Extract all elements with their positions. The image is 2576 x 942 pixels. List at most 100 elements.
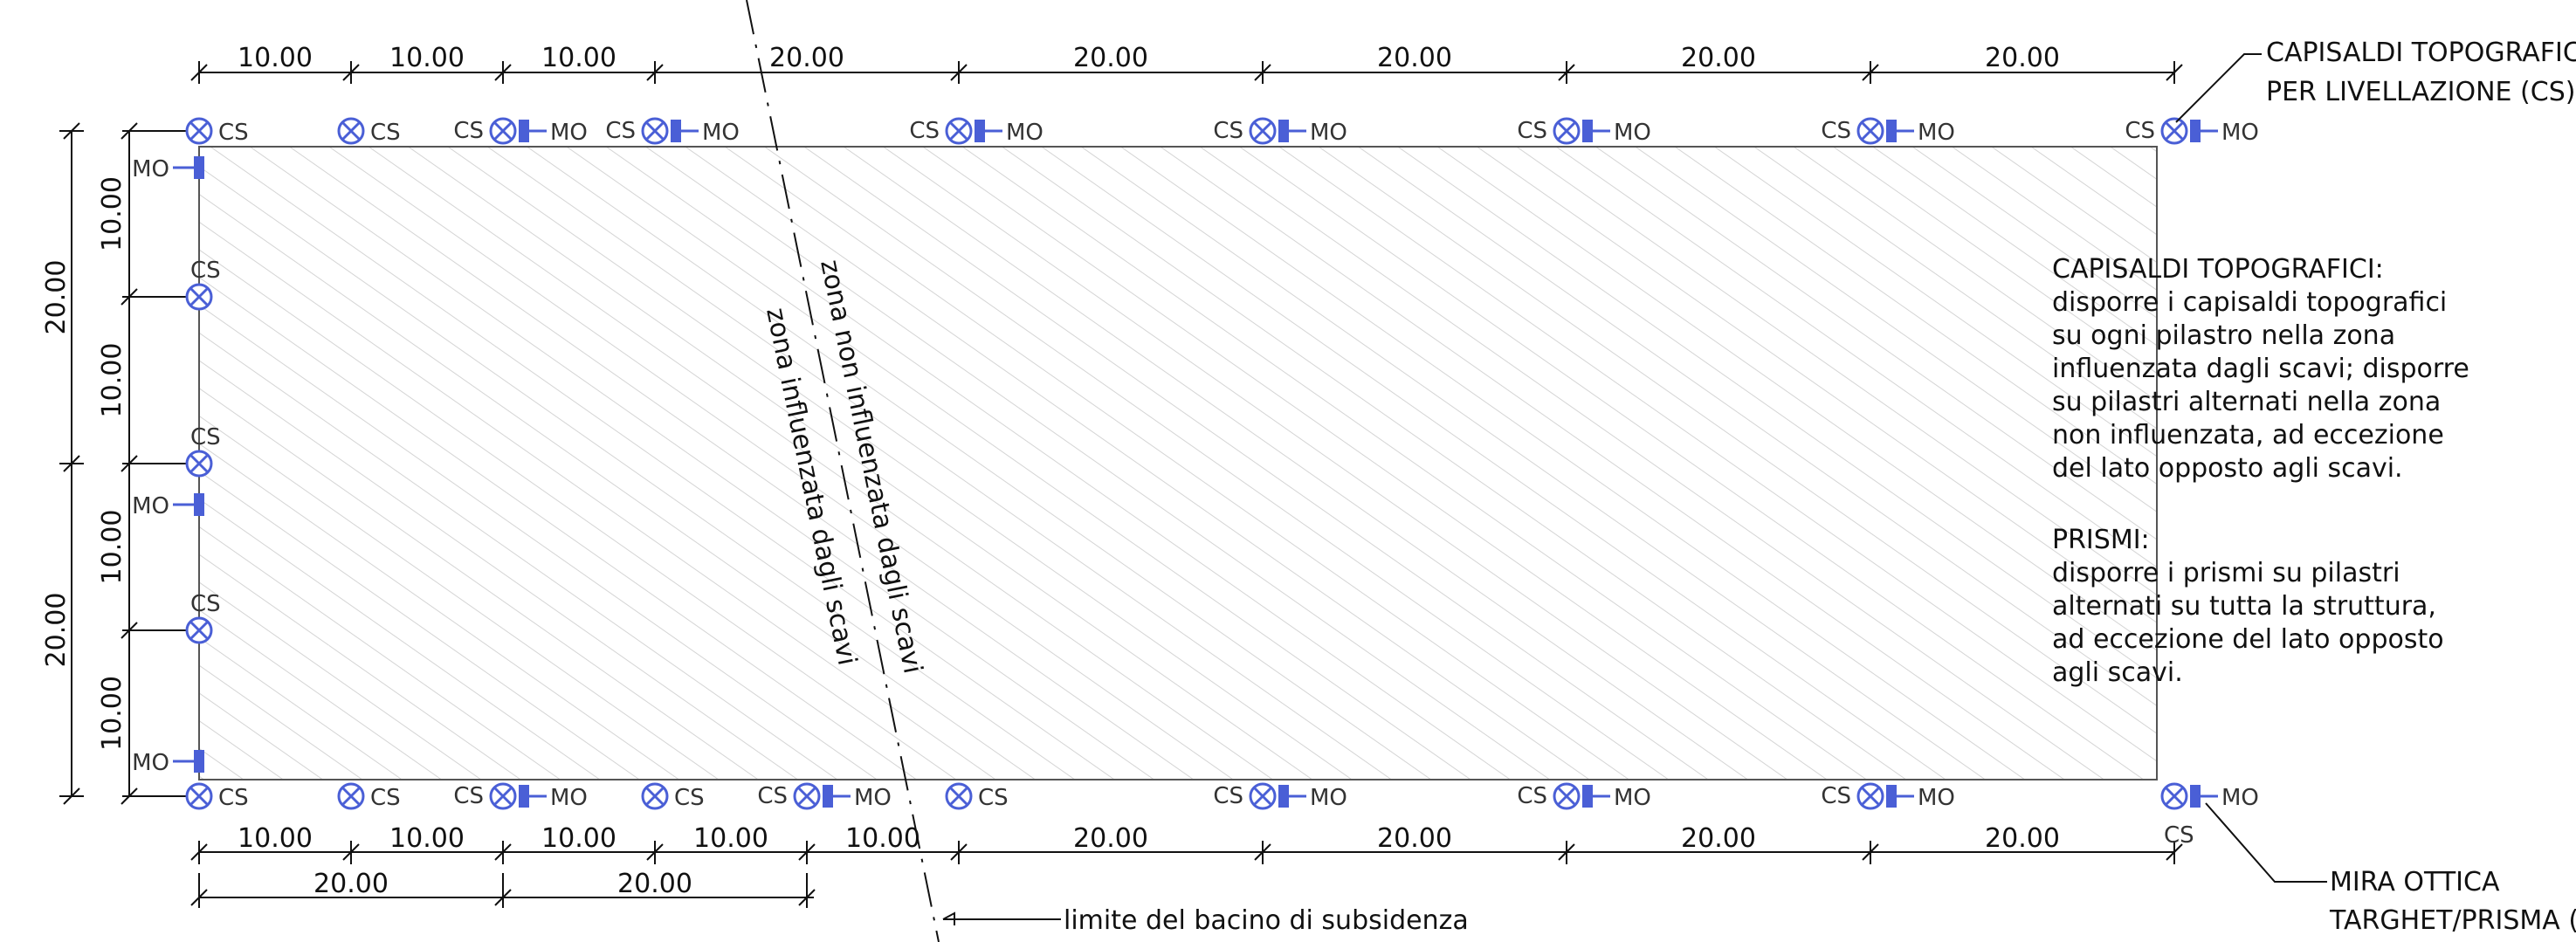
benchmark-cross — [189, 120, 210, 141]
prism-marker: MO — [1278, 785, 1347, 811]
benchmark-marker: CS — [1821, 117, 1884, 145]
prism-square — [671, 120, 681, 142]
benchmark-cross — [644, 120, 665, 141]
prism-label: MO — [2221, 785, 2259, 811]
prism-label: MO — [1614, 785, 1651, 811]
benchmark-label: CS — [1213, 783, 1243, 809]
dimension-value: 10.00 — [97, 676, 127, 751]
benchmark-marker: CS — [605, 117, 669, 145]
dimension-tick — [494, 64, 512, 81]
prism-marker: MO — [132, 750, 204, 776]
dimension-value: 20.00 — [1985, 43, 2060, 73]
benchmark-label: CS — [909, 118, 940, 144]
dimension-tick — [1558, 843, 1575, 861]
benchmark-label: CS — [674, 785, 705, 811]
benchmark-label: CS — [218, 785, 249, 811]
dimension-tick — [342, 64, 360, 81]
dimension-tick — [190, 64, 208, 81]
prism-label: MO — [702, 120, 740, 146]
dimension-value: 20.00 — [313, 869, 389, 899]
dimension-value: 20.00 — [1377, 823, 1452, 854]
dimension-tick — [2166, 843, 2183, 861]
dimension-tick — [646, 843, 664, 861]
prism-square — [1278, 785, 1289, 808]
target-callout-line1: MIRA OTTICA — [2330, 867, 2500, 897]
prism-marker: MO — [1582, 785, 1651, 811]
benchmark-marker: CS — [185, 117, 249, 146]
dimension-value: 20.00 — [1377, 43, 1452, 73]
prism-square — [2190, 785, 2201, 808]
benchmark-marker: CS — [453, 782, 517, 810]
benchmark-marker: CS — [945, 782, 1009, 811]
benchmark-marker: CS — [1517, 782, 1581, 810]
dimension-tick — [190, 889, 208, 906]
benchmark-marker: CS — [641, 782, 705, 811]
dimension-tick — [646, 64, 664, 81]
dimension-value: 10.00 — [845, 823, 920, 854]
dimension-tick — [121, 122, 138, 140]
dimension-value: 10.00 — [97, 510, 127, 585]
benchmark-marker: CS — [1517, 117, 1581, 145]
prism-marker: MO — [823, 785, 892, 811]
benchmark-label: CS — [370, 120, 401, 146]
prism-note-line: disporre i prismi su pilastri — [2052, 558, 2400, 588]
prism-square — [2190, 120, 2201, 142]
prism-square — [1278, 120, 1289, 142]
prism-square — [194, 156, 204, 179]
prism-label: MO — [1006, 120, 1043, 146]
prism-marker: MO — [1278, 120, 1347, 146]
dimension-tick — [63, 787, 80, 805]
benchmark-marker: CS — [1213, 782, 1277, 810]
prism-square — [1886, 120, 1897, 142]
benchmark-cross — [948, 786, 969, 807]
dimension-tick — [121, 622, 138, 639]
dimension-value: 20.00 — [1073, 43, 1148, 73]
dimension-value: 10.00 — [389, 43, 465, 73]
benchmark-cross — [1252, 120, 1273, 141]
prism-marker: MO — [2190, 120, 2259, 146]
benchmark-label: CS — [453, 783, 484, 809]
dimension-value: 20.00 — [617, 869, 692, 899]
benchmark-cross — [189, 620, 210, 641]
benchmark-cross — [1556, 120, 1577, 141]
dimension-tick — [190, 843, 208, 861]
benchmark-cross — [948, 120, 969, 141]
benchmark-label: CS — [1821, 783, 1851, 809]
prism-square — [1582, 785, 1593, 808]
prism-note-line: alternati su tutta la struttura, — [2052, 591, 2436, 622]
dimension-tick — [1254, 843, 1271, 861]
top-dimension-chain: 10.00 10.00 10.00 20.00 20.00 20.00 20.00 20.00 — [190, 43, 2183, 84]
dimension-value: 20.00 — [1681, 823, 1756, 854]
prism-label: MO — [1310, 785, 1347, 811]
dimension-value: 10.00 — [238, 43, 313, 73]
benchmark-cross — [341, 120, 362, 141]
prism-square — [975, 120, 985, 142]
target-callout-leader — [2205, 802, 2327, 883]
benchmark-callout-leader — [2175, 53, 2262, 123]
benchmark-cross — [2164, 786, 2185, 807]
dimension-value: 20.00 — [1681, 43, 1756, 73]
benchmark-marker: CS — [185, 258, 221, 311]
benchmark-label: CS — [2164, 822, 2194, 849]
prism-square — [194, 493, 204, 516]
benchmark-marker: CS — [909, 117, 973, 145]
zone-boundary-line — [746, 0, 940, 942]
prism-label: MO — [132, 493, 169, 519]
benchmark-marker: CS — [185, 424, 221, 478]
prism-notes-title: PRISMI: — [2052, 525, 2150, 555]
dimension-tick — [2166, 64, 2183, 81]
benchmark-cross — [2164, 120, 2185, 141]
dimension-value: 10.00 — [97, 176, 127, 251]
prism-marker: MO — [1886, 120, 1955, 146]
prism-marker: MO — [1582, 120, 1651, 146]
benchmark-marker: CS — [1821, 782, 1884, 810]
prism-marker: MO — [132, 493, 204, 519]
dimension-tick — [1558, 64, 1575, 81]
benchmark-label: CS — [190, 591, 221, 617]
prism-square — [823, 785, 833, 808]
benchmark-label: CS — [370, 785, 401, 811]
bottom-overall-dimension-chain: 20.00 20.00 — [190, 869, 816, 908]
benchmark-marker: CS — [2160, 782, 2194, 849]
dimension-tick — [63, 122, 80, 140]
